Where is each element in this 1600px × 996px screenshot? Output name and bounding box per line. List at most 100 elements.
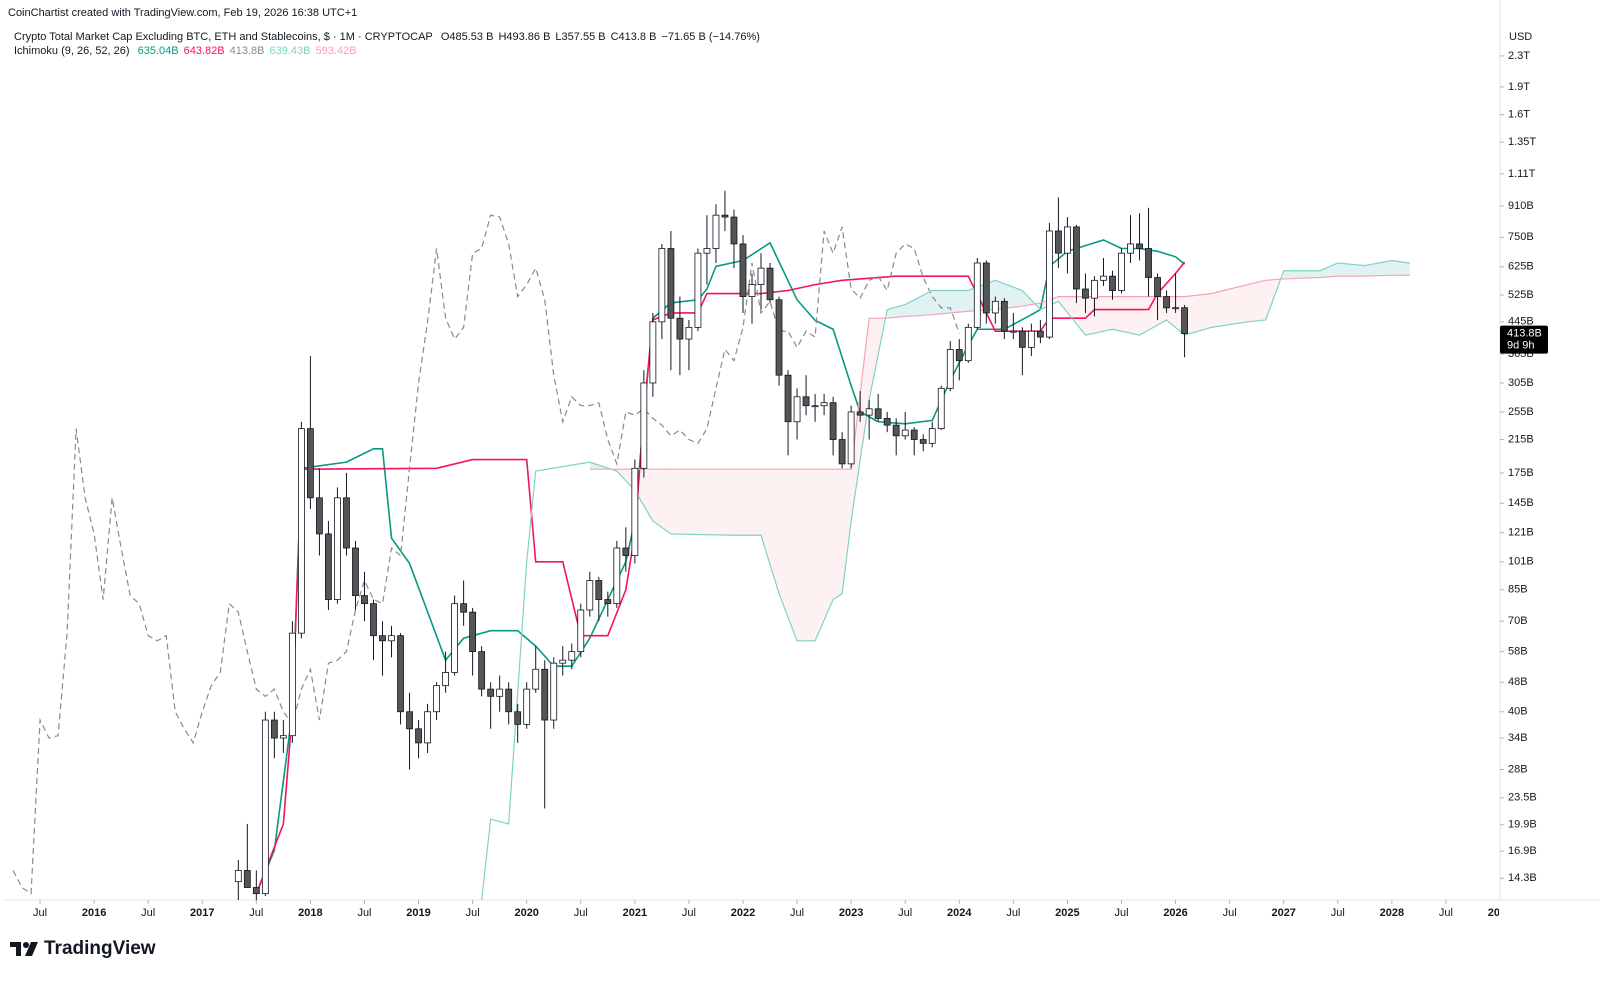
price-axis: 14.3B 16.9B 19.9B 23.5B 28B 34B 40B 48B 58B 70B 85… — [1500, 50, 1548, 884]
y-tick-label: 910B — [1508, 200, 1534, 212]
indicator-line — [481, 259, 1410, 900]
price-tag-label: 413.8B — [1507, 327, 1542, 339]
candle-body — [559, 659, 567, 664]
x-tick-label: 2018 — [298, 907, 322, 919]
cloud-fill — [1058, 296, 1086, 336]
candle-body — [838, 439, 846, 465]
ohlc-value: C413.8 B — [610, 31, 657, 43]
ohlc-value: L357.55 B — [555, 31, 606, 43]
cloud-fill — [815, 469, 834, 641]
x-tick-label: 2027 — [1271, 907, 1295, 919]
candle-body — [451, 603, 459, 673]
y-tick-label: 445B — [1508, 316, 1534, 328]
candle-body — [1055, 230, 1062, 254]
x-tick-label: Jul — [1439, 907, 1453, 919]
candle-body — [640, 382, 648, 469]
cloud-fill — [761, 469, 780, 594]
logo: TradingView — [10, 938, 156, 960]
candle-body — [622, 547, 630, 556]
candle-body — [1181, 307, 1188, 334]
candle-body — [1163, 296, 1170, 309]
indicator-value: 413.8B — [229, 45, 265, 57]
candle-body — [1018, 330, 1026, 348]
cloud-fill — [779, 469, 798, 641]
x-tick-label: Jul — [574, 907, 588, 919]
indicator-line — [12, 214, 960, 895]
candle-body — [964, 326, 972, 362]
candle-body — [784, 374, 792, 423]
y-tick-label: 19.9B — [1508, 819, 1537, 831]
y-tick-label: 255B — [1508, 406, 1534, 418]
ohlc-value: H493.86 B — [498, 31, 551, 43]
candle-body — [496, 688, 504, 697]
x-tick-label: Jul — [1114, 907, 1128, 919]
y-tick-label: 58B — [1508, 646, 1528, 658]
x-tick-label: 2028 — [1380, 907, 1404, 919]
candle-body — [307, 428, 314, 499]
cloud-fill — [1337, 262, 1365, 277]
candle-body — [793, 396, 801, 423]
candle-body — [406, 711, 413, 730]
logo-text: TradingView — [44, 938, 156, 959]
candle-body — [730, 216, 738, 245]
indicator-values: 635.04B 643.82B 413.8B 639.43B 593.42B — [138, 45, 362, 57]
x-tick-label: Jul — [898, 907, 912, 919]
cloud-fill — [1247, 280, 1266, 322]
cloud-fill — [1211, 284, 1248, 328]
y-tick-label: 750B — [1508, 231, 1534, 243]
y-tick-label: 2.3T — [1508, 50, 1530, 62]
candle-body — [928, 428, 936, 444]
x-tick-label: Jul — [1223, 907, 1237, 919]
candle-body — [469, 611, 477, 653]
candle-body — [1136, 243, 1143, 249]
candle-body — [892, 424, 900, 437]
candle-body — [757, 267, 765, 286]
candle-body — [252, 887, 260, 895]
y-tick-label: 23.5B — [1508, 792, 1537, 804]
candle-body — [514, 711, 522, 725]
candle-body — [379, 635, 386, 642]
candle-body — [874, 408, 882, 419]
x-tick-label: Jul — [790, 907, 804, 919]
x-tick-label: 2017 — [190, 907, 214, 919]
symbol-title: Crypto Total Market Cap Excluding BTC, E… — [14, 31, 433, 43]
y-tick-label: 215B — [1508, 433, 1534, 445]
candle-body — [415, 728, 422, 744]
x-tick-label: 2021 — [623, 907, 647, 919]
candle-body — [460, 603, 468, 613]
y-tick-label: 70B — [1508, 615, 1528, 627]
indicator-line — [255, 261, 1186, 894]
y-tick-label: 40B — [1508, 706, 1528, 718]
candle-body — [1073, 226, 1080, 290]
candle-body — [1036, 330, 1044, 338]
candle-body — [1100, 275, 1107, 281]
y-tick-label: 145B — [1508, 497, 1534, 509]
plot-area — [12, 190, 1410, 900]
x-tick-label: Jul — [1006, 907, 1020, 919]
candle-body — [1000, 300, 1008, 332]
candle-body — [766, 267, 774, 301]
x-tick-label: Jul — [249, 907, 263, 919]
candle-body — [288, 632, 296, 737]
indicator-line — [589, 274, 1410, 470]
candle-body — [1091, 279, 1098, 299]
candle-body — [1118, 252, 1125, 291]
logo-icon — [10, 942, 38, 956]
y-tick-label: 48B — [1508, 676, 1528, 688]
cloud-fill — [1166, 296, 1185, 336]
candle-body — [694, 252, 702, 328]
candle-body — [433, 685, 440, 713]
y-tick-label: 14.3B — [1508, 872, 1537, 884]
cloud-fill — [1085, 296, 1113, 336]
y-tick-label: 625B — [1508, 261, 1534, 273]
cloud-fill — [1112, 296, 1140, 336]
candle-body — [532, 668, 540, 690]
cloud-fill — [833, 469, 843, 600]
candle-body — [297, 428, 305, 634]
candle-body — [991, 300, 999, 314]
candle-body — [829, 402, 837, 440]
candle-body — [478, 651, 486, 690]
candle-body — [748, 284, 756, 297]
indicator-line: Ichimoku (9, 26, 52, 26) 635.04B 643.82B 4… — [14, 45, 366, 57]
candle-body — [721, 214, 729, 218]
